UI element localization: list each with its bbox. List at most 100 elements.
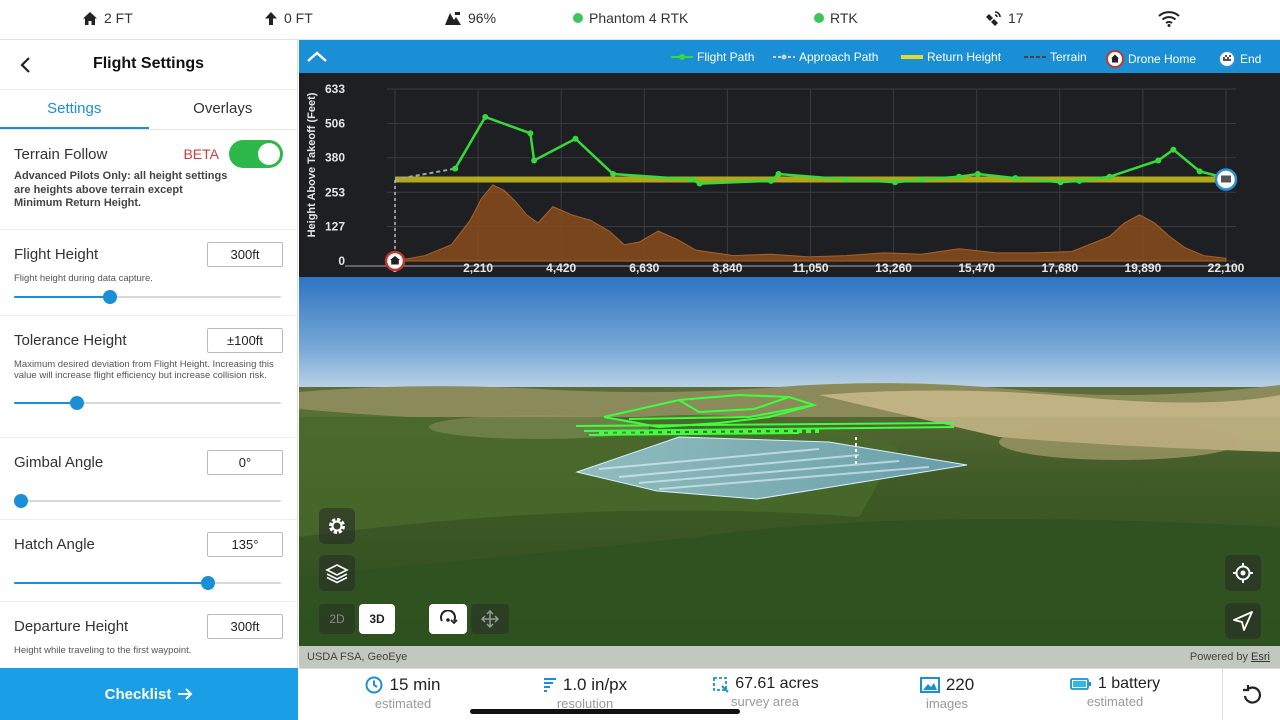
attribution-powered: Powered by Esri: [1190, 651, 1270, 663]
map-settings-button[interactable]: [319, 508, 355, 544]
view-3d-button[interactable]: 3D: [359, 604, 395, 634]
flight-path-point: [527, 130, 534, 137]
y-tick-label: 127: [325, 219, 345, 233]
map-layers-button[interactable]: [319, 555, 355, 591]
hatch-angle-slider[interactable]: [14, 576, 283, 590]
collapse-chart-button[interactable]: [305, 46, 329, 68]
x-tick-label: 19,890: [1125, 261, 1162, 275]
slider-track: [14, 296, 281, 298]
slider-knob[interactable]: [69, 396, 84, 410]
departure-height-section: Departure Height 300ft Height while trav…: [0, 602, 297, 668]
gimbal-angle-input[interactable]: 0°: [207, 450, 283, 475]
slider-fill: [14, 296, 110, 298]
layers-icon: [325, 564, 349, 584]
panel-tabs: Settings Overlays: [0, 90, 297, 130]
stat-time-label: estimated: [374, 696, 432, 711]
flight-height-slider[interactable]: [14, 290, 283, 304]
flight-path-point: [531, 157, 538, 164]
tab-settings[interactable]: Settings: [0, 90, 149, 129]
esri-link[interactable]: Esri: [1251, 651, 1270, 663]
terrain-follow-toggle[interactable]: [229, 140, 283, 168]
legend-flight-path: Flight Path: [671, 50, 754, 64]
aircraft-status: Phantom 4 RTK: [573, 10, 688, 26]
departure-height-input[interactable]: 300ft: [207, 614, 283, 639]
slider-knob[interactable]: [201, 576, 216, 590]
beta-badge: BETA: [183, 146, 219, 162]
move-icon: [481, 610, 499, 628]
hatch-angle-section: Hatch Angle 135°: [0, 520, 297, 602]
status-bar: 2 FT 0 FT 96% Phantom 4 RTK RTK 17: [0, 0, 1280, 40]
y-axis-label: Height Above Takeoff (Feet): [306, 92, 318, 237]
map-view[interactable]: 2D 3D USDA FSA, GeoEye Powered by Esri: [299, 277, 1280, 668]
flight-path-point: [482, 113, 489, 120]
satellite-status: 17: [986, 10, 1024, 26]
slider-knob[interactable]: [102, 290, 117, 304]
satellite-icon: [986, 11, 1001, 26]
y-tick-label: 380: [325, 151, 345, 165]
rtk-status: RTK: [814, 10, 858, 26]
navigation-arrow-icon: [1233, 611, 1253, 631]
gimbal-angle-section: Gimbal Angle 0°: [0, 438, 297, 520]
stat-batteries: 1 battery estimated: [1025, 675, 1205, 709]
locate-button[interactable]: [1225, 555, 1261, 591]
gimbal-angle-slider[interactable]: [14, 494, 283, 508]
image-icon: [919, 677, 940, 693]
terrain-follow-label: Terrain Follow: [14, 145, 108, 163]
x-tick-label: 15,470: [958, 261, 995, 275]
resolution-icon: [543, 678, 556, 692]
stat-area-value: 67.61 acres: [735, 675, 819, 692]
wifi-status: [1158, 11, 1180, 27]
altitude-value: 0 FT: [284, 10, 313, 26]
pan-mode-button[interactable]: [471, 604, 509, 634]
flight-path-point: [1012, 175, 1019, 182]
rotate-mode-button[interactable]: [429, 604, 467, 634]
legend-approach-path: Approach Path: [773, 50, 878, 64]
flight-path-point: [1057, 179, 1064, 186]
battery-icon: [1069, 678, 1091, 690]
legend-drone-home: Drone Home: [1106, 50, 1196, 68]
drone-home-icon: [1106, 50, 1124, 68]
refresh-button[interactable]: [1222, 669, 1280, 720]
area-icon: [713, 677, 729, 693]
slider-track: [14, 402, 281, 404]
slider-fill: [14, 582, 209, 584]
clock-icon: [365, 676, 383, 694]
flight-path-point: [1106, 173, 1113, 180]
checklist-button[interactable]: Checklist: [0, 668, 298, 720]
slider-fill: [14, 402, 77, 404]
refresh-icon: [1242, 685, 1261, 704]
navigate-button[interactable]: [1225, 603, 1261, 639]
stat-resolution-label: resolution: [556, 696, 614, 711]
tab-overlays[interactable]: Overlays: [193, 100, 253, 117]
flight-path-swatch: [671, 54, 693, 60]
slider-knob[interactable]: [14, 494, 28, 508]
flight-height-input[interactable]: 300ft: [207, 242, 283, 267]
x-tick-label: 8,840: [712, 261, 742, 275]
terrain-3d-scene: [299, 277, 1280, 668]
stat-batteries-value: 1 battery: [1097, 675, 1161, 692]
stat-batteries-label: estimated: [1086, 694, 1144, 709]
back-button[interactable]: [12, 52, 38, 78]
gimbal-angle-label: Gimbal Angle: [14, 454, 104, 471]
flight-path-point: [1196, 168, 1203, 175]
y-tick-label: 506: [325, 117, 345, 131]
hatch-angle-input[interactable]: 135°: [207, 532, 283, 557]
tolerance-height-input[interactable]: ±100ft: [207, 328, 283, 353]
legend-flight-path-label: Flight Path: [697, 50, 755, 64]
flight-path-point: [610, 171, 617, 178]
tolerance-height-help: Maximum desired deviation from Flight He…: [14, 359, 274, 381]
tolerance-height-section: Tolerance Height ±100ft Maximum desired …: [0, 316, 297, 438]
view-2d-button[interactable]: 2D: [319, 604, 355, 634]
legend-drone-home-label: Drone Home: [1128, 52, 1197, 66]
legend-terrain-label: Terrain: [1050, 50, 1087, 64]
flight-height-section: Flight Height 300ft Flight height during…: [0, 230, 297, 316]
flight-path-point: [452, 165, 459, 172]
tolerance-height-slider[interactable]: [14, 396, 283, 410]
flight-path-point: [843, 176, 850, 183]
stat-resolution-value: 1.0 in/px: [562, 675, 628, 694]
x-tick-label: 22,100: [1208, 261, 1245, 275]
wifi-icon: [1158, 11, 1180, 27]
flight-path-point: [1076, 177, 1083, 184]
stat-images-label: images: [926, 696, 968, 711]
aircraft-name: Phantom 4 RTK: [589, 10, 689, 26]
